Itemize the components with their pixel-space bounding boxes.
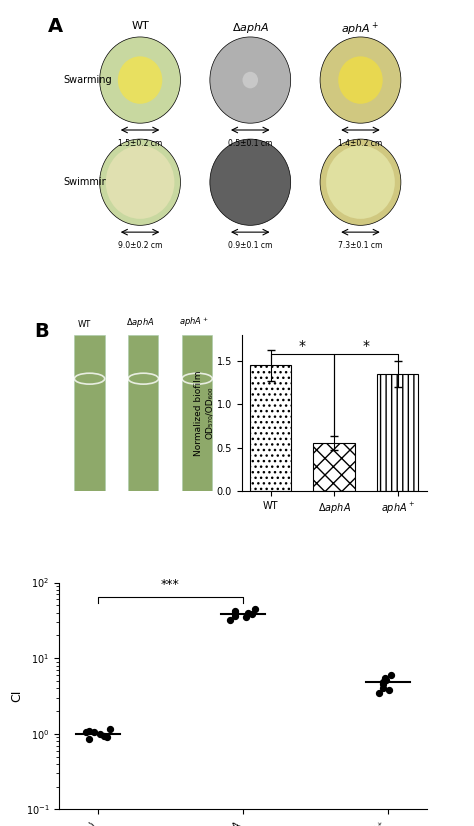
Bar [250,365,291,491]
Ellipse shape [210,37,291,123]
Bar [128,335,158,491]
Bar [74,335,105,491]
Point [242,610,249,624]
Ellipse shape [210,139,291,225]
Point [91,725,98,738]
Ellipse shape [100,37,181,123]
Point [82,725,90,738]
Point [85,724,92,738]
Ellipse shape [100,139,181,225]
Text: 7.3±0.1 cm: 7.3±0.1 cm [338,241,383,250]
Ellipse shape [118,56,162,104]
Text: $aphA^+$: $aphA^+$ [341,21,380,38]
Point [379,676,386,689]
Text: 1.4±0.2 cm: 1.4±0.2 cm [338,139,383,148]
Point [375,686,383,700]
Point [251,602,259,615]
Point [381,672,388,685]
Point [248,608,255,621]
Y-axis label: Normalized biofilm
OD₅₇₀/OD₆₀₀: Normalized biofilm OD₅₇₀/OD₆₀₀ [194,370,214,456]
Text: *: * [362,339,369,354]
Bar [313,444,355,491]
Text: WT: WT [78,320,91,329]
Point [232,605,239,618]
Text: *: * [299,339,306,354]
Point [383,673,390,686]
Point [385,683,392,696]
Point [387,668,395,681]
Ellipse shape [243,72,258,88]
Point [245,606,252,620]
Text: Swarming: Swarming [63,75,111,85]
Ellipse shape [320,37,401,123]
Text: 0.9±0.1 cm: 0.9±0.1 cm [228,241,273,250]
Text: B: B [34,322,49,341]
Text: $aphA^+$: $aphA^+$ [179,315,209,329]
Point [100,729,108,742]
Point [103,731,111,744]
Point [379,678,387,691]
Point [85,733,92,746]
Point [231,610,238,623]
Y-axis label: CI: CI [10,690,23,702]
Ellipse shape [326,145,395,219]
Ellipse shape [320,139,401,225]
Text: A: A [48,17,64,36]
Text: ***: *** [161,578,180,591]
Text: $\Delta aphA$: $\Delta aphA$ [126,316,155,329]
Text: 0.5±0.1 cm: 0.5±0.1 cm [228,139,273,148]
Ellipse shape [106,145,174,219]
Text: 9.0±0.2 cm: 9.0±0.2 cm [118,241,162,250]
Point [227,614,234,627]
Bar [182,335,212,491]
Text: WT: WT [131,21,149,31]
Ellipse shape [338,56,383,104]
Text: 1.5±0.2 cm: 1.5±0.2 cm [118,139,162,148]
Bar [377,374,418,491]
Text: $\Delta aphA$: $\Delta aphA$ [232,21,269,35]
Text: Swimming: Swimming [63,178,114,188]
Point [106,723,113,736]
Point [97,727,104,740]
Point [379,681,386,695]
Point [231,607,238,620]
